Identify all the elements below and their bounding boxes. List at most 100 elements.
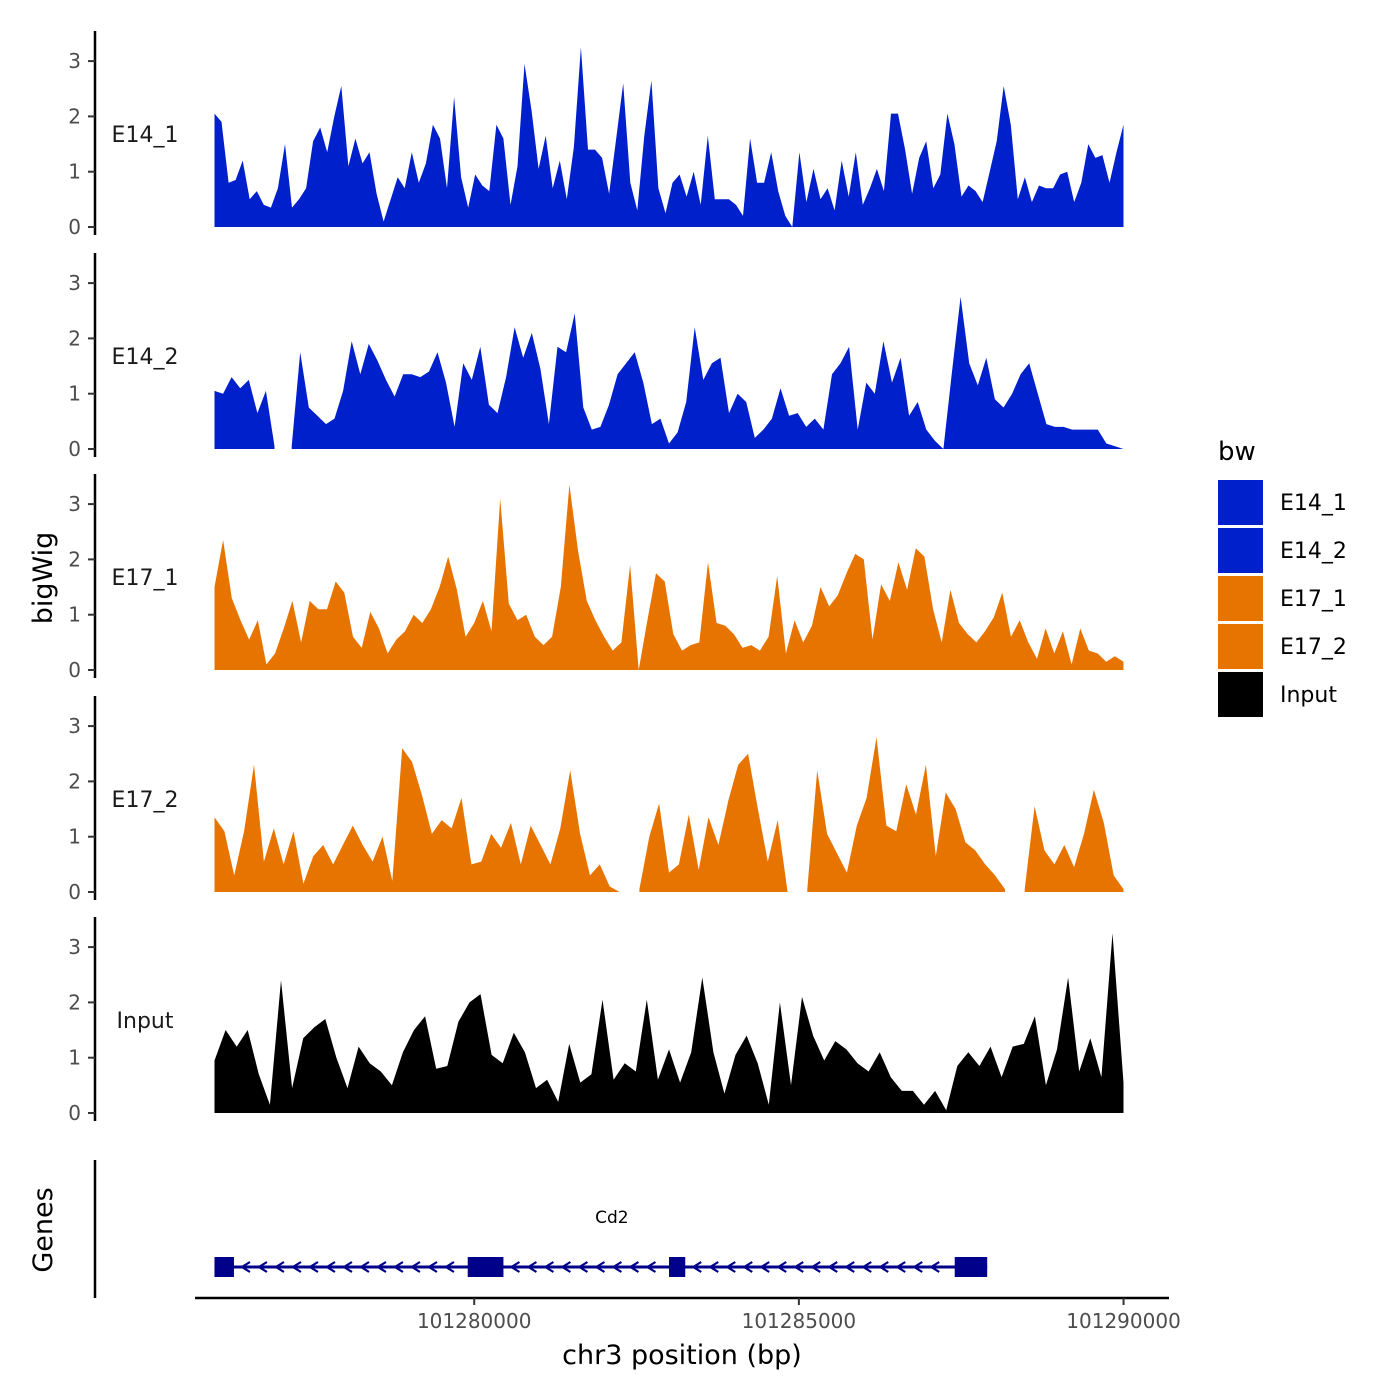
strand-arrow [628, 1261, 640, 1273]
strand-arrow [509, 1261, 521, 1273]
strand-arrow [594, 1261, 606, 1273]
signal-area-E14_1 [214, 47, 1124, 227]
strand-arrow [611, 1261, 623, 1273]
y-tick-label: 0 [68, 437, 81, 461]
y-tick-label: 1 [68, 1046, 81, 1070]
y-tick-label: 0 [68, 1101, 81, 1125]
x-tick-label: 101280000 [417, 1309, 532, 1333]
x-tick-label: 101290000 [1066, 1309, 1181, 1333]
strand-arrow [895, 1261, 906, 1273]
signal-area-E17_1 [214, 484, 1124, 670]
strand-arrow [560, 1261, 572, 1273]
x-axis: 101280000 101285000 101290000 [195, 1296, 1181, 1333]
strand-arrow [844, 1261, 855, 1273]
strand-arrow [645, 1261, 657, 1273]
gene-track: Cd2 [93, 1160, 988, 1298]
signal-area-E17_2 [807, 737, 1005, 892]
y-tick-label: 1 [68, 160, 81, 184]
legend-label: Input [1280, 683, 1337, 708]
strand-arrow [810, 1261, 821, 1273]
track-E14_1: 0 1 2 3 E14_1 [68, 31, 1124, 239]
strand-arrow [878, 1261, 889, 1273]
y-tick-label: 2 [68, 990, 81, 1014]
y-tick-label: 3 [68, 49, 81, 73]
legend-swatch-Input [1218, 672, 1263, 717]
legend-swatch-E17_2 [1218, 624, 1263, 669]
gene-Cd2: Cd2 [214, 1208, 988, 1277]
track-label: E14_1 [112, 123, 179, 148]
strand-arrow [409, 1261, 421, 1273]
strand-arrow [239, 1261, 251, 1273]
gene-exon [669, 1257, 686, 1277]
legend-label: E17_1 [1280, 587, 1347, 612]
y-tick-label: 1 [68, 825, 81, 849]
track-label: Input [117, 1009, 174, 1034]
strand-arrow [776, 1261, 787, 1273]
legend-swatch-E14_2 [1218, 528, 1263, 573]
strand-arrow [861, 1261, 872, 1273]
y-tick-label: 3 [68, 271, 81, 295]
signal-area-E14_2 [291, 296, 1124, 449]
signal-area-E14_2 [214, 377, 275, 449]
strand-arrow [759, 1261, 770, 1273]
legend-swatch-E17_1 [1218, 576, 1263, 621]
y-tick-label: 3 [68, 935, 81, 959]
signal-area-Input [214, 933, 1124, 1113]
strand-arrow [290, 1261, 302, 1273]
y-tick-label: 1 [68, 382, 81, 406]
y-tick-label: 0 [68, 880, 81, 904]
strand-arrow [577, 1261, 589, 1273]
y-tick-label: 3 [68, 714, 81, 738]
legend-label: E14_1 [1280, 491, 1347, 516]
track-E17_2: 0 1 2 3 E17_2 [68, 696, 1124, 904]
strand-arrow [273, 1261, 285, 1273]
y-tick-label: 1 [68, 603, 81, 627]
strand-arrow [708, 1261, 719, 1273]
strand-arrow [443, 1261, 455, 1273]
strand-arrow [256, 1261, 268, 1273]
legend-label: E17_2 [1280, 635, 1347, 660]
y-tick-label: 2 [68, 326, 81, 350]
y-tick-label: 2 [68, 104, 81, 128]
gene-name-label: Cd2 [595, 1208, 628, 1228]
track-E14_2: 0 1 2 3 E14_2 [68, 253, 1124, 461]
track-Input: 0 1 2 3 Input [68, 917, 1124, 1125]
gene-exon [954, 1257, 988, 1277]
y-tick-label: 2 [68, 547, 81, 571]
strand-arrow [307, 1261, 319, 1273]
strand-arrow [793, 1261, 804, 1273]
strand-arrow [827, 1261, 838, 1273]
strand-arrow [375, 1261, 387, 1273]
track-label: E17_2 [112, 788, 179, 813]
y-tick-label: 0 [68, 658, 81, 682]
legend-label: E14_2 [1280, 539, 1347, 564]
gene-track-title: Genes [28, 1187, 59, 1272]
x-tick-label: 101285000 [742, 1309, 857, 1333]
y-tick-label: 3 [68, 492, 81, 516]
signal-tracks: 0 1 2 3 E14_1 0 1 2 3 E14_2 0 1 2 3 E17_1 0 1 2 3 E17_2 0 1 2 3… [68, 31, 1124, 1125]
gene-exon [214, 1257, 234, 1277]
y-axis-title: bigWig [28, 532, 59, 625]
strand-arrow [392, 1261, 404, 1273]
signal-area-E17_2 [1024, 789, 1124, 892]
strand-arrow [341, 1261, 353, 1273]
gene-exon [467, 1257, 504, 1277]
strand-arrow [324, 1261, 336, 1273]
strand-arrow [929, 1261, 940, 1273]
legend-title: bw [1218, 437, 1256, 467]
strand-arrow [912, 1261, 923, 1273]
y-tick-label: 0 [68, 215, 81, 239]
strand-arrow [426, 1261, 438, 1273]
legend-swatch-E14_1 [1218, 480, 1263, 525]
strand-arrow [691, 1261, 702, 1273]
track-E17_1: 0 1 2 3 E17_1 [68, 474, 1124, 682]
signal-area-E17_2 [639, 753, 788, 892]
y-tick-label: 2 [68, 769, 81, 793]
x-axis-title: chr3 position (bp) [562, 1340, 802, 1371]
strand-arrow [526, 1261, 538, 1273]
strand-arrow [742, 1261, 753, 1273]
track-label: E17_1 [112, 566, 179, 591]
legend: bw E14_1 E14_2 E17_1 E17_2 Input [1218, 437, 1347, 717]
track-label: E14_2 [112, 345, 179, 370]
